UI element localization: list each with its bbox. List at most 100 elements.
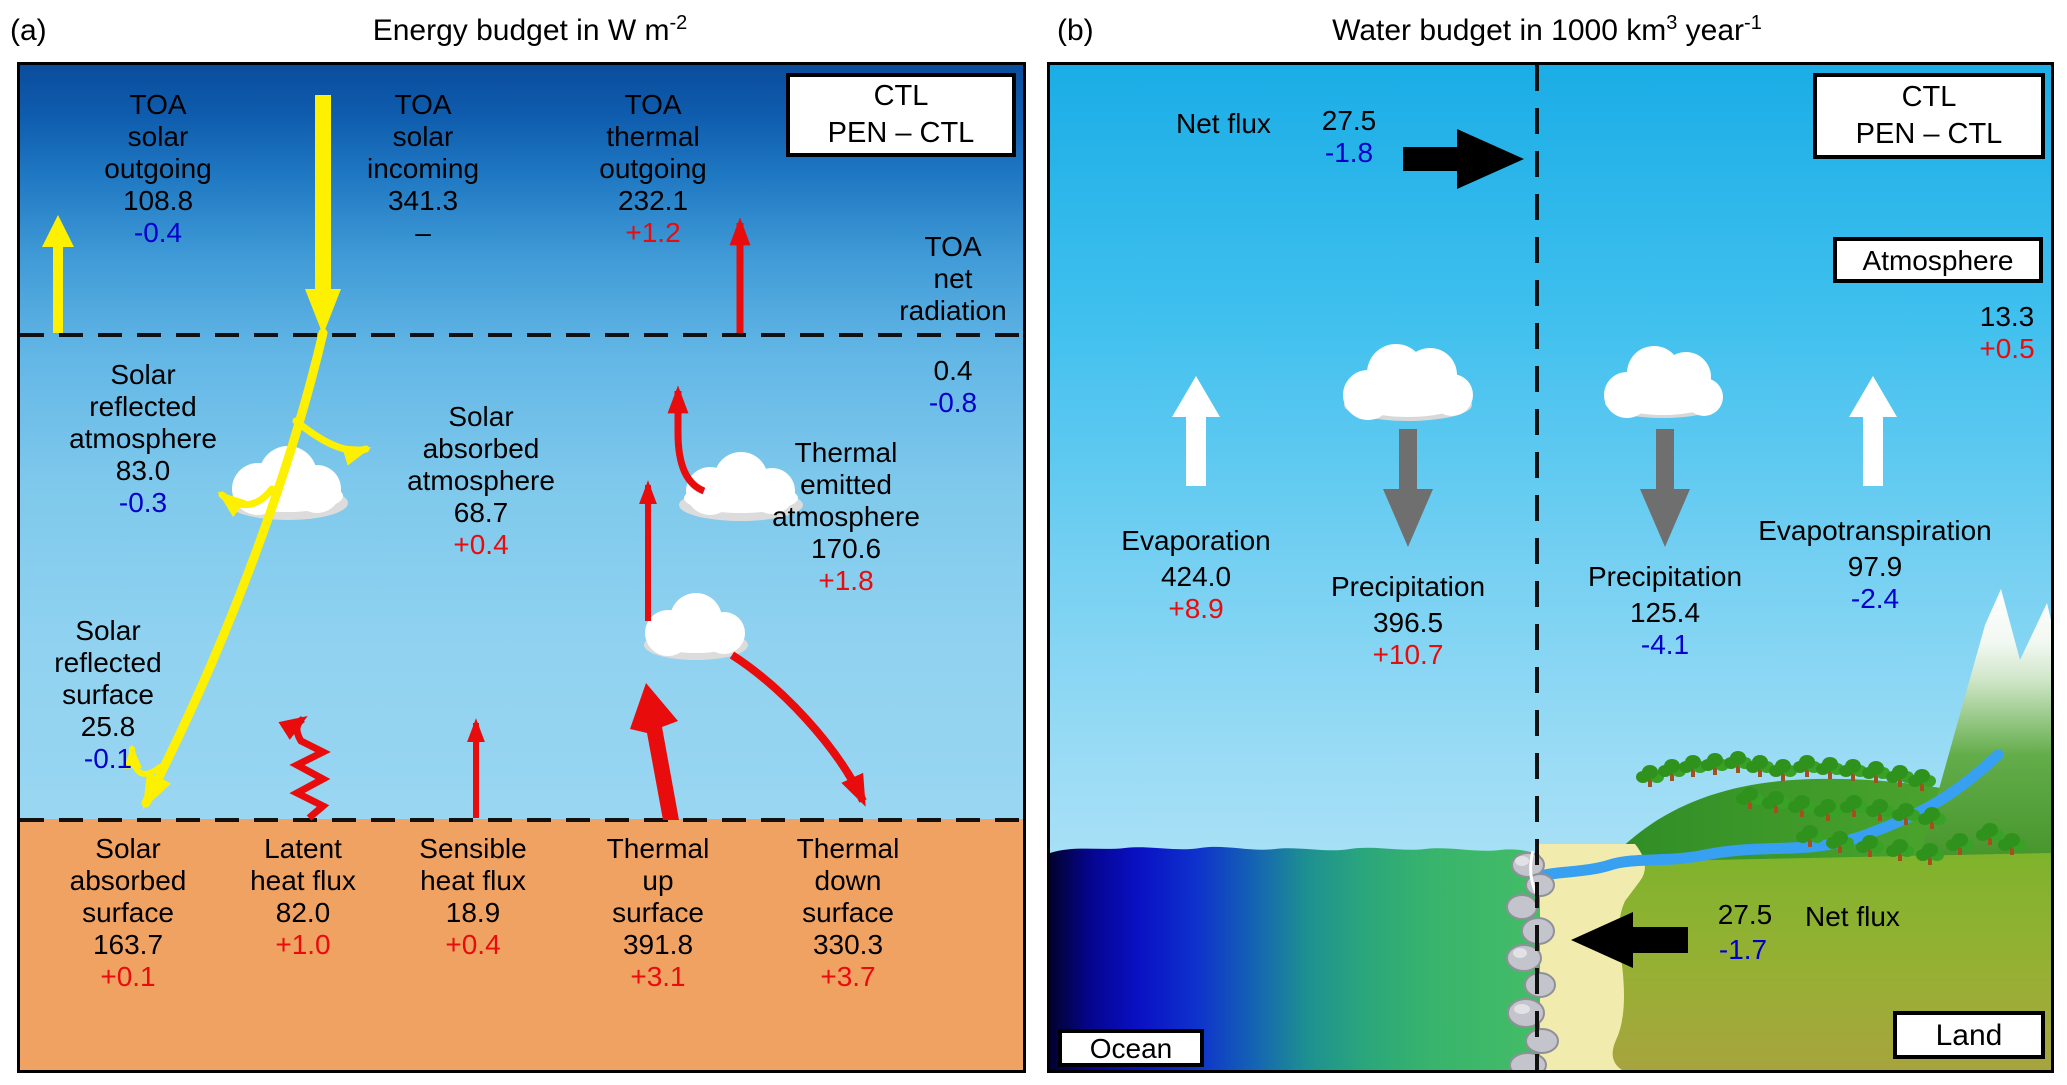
panel-b-title: Water budget in 1000 km3 year-1 <box>1332 12 1762 48</box>
flux-label-line: solar <box>392 121 454 152</box>
solar-reflected-cloud-arrow-icon <box>217 485 276 518</box>
precipitation-ocean: Precipitation 396.5 +10.7 <box>1331 571 1485 671</box>
flux-label-line: outgoing <box>104 153 212 184</box>
solar-absorbed-branch-arrow-icon <box>292 417 372 466</box>
flux-delta: +3.7 <box>820 961 876 992</box>
flux-label-line: surface <box>82 897 174 928</box>
flux-label-line: atmosphere <box>407 465 555 496</box>
panel-b-title-sup2: -1 <box>1744 12 1762 34</box>
flux-delta: +0.1 <box>100 961 156 992</box>
flux-label-line: emitted <box>800 469 892 500</box>
land-box: Land <box>1893 1011 2045 1059</box>
flux-value: 424.0 <box>1160 561 1232 592</box>
toa-solar-outgoing: TOA solar outgoing 108.8 -0.4 <box>104 89 211 249</box>
flux-label-line: Solar <box>95 833 161 864</box>
panel-a-title: Energy budget in W m-2 <box>373 12 688 48</box>
flux-label-line: heat flux <box>250 865 356 896</box>
toa-thermal-outgoing: TOA thermal outgoing 232.1 +1.2 <box>599 89 706 249</box>
thermal-emitted-arrow-icon <box>667 385 706 495</box>
evapotranspiration: Evapotranspiration 97.9 -2.4 <box>1758 515 1991 615</box>
legend-box: CTL PEN – CTL <box>786 73 1016 157</box>
flux-delta: +1.8 <box>818 565 874 596</box>
flux-value: 232.1 <box>617 185 689 216</box>
flux-value: 330.3 <box>812 929 884 960</box>
flux-value: 27.5 <box>1321 105 1377 136</box>
legend-ctl: CTL <box>873 80 929 112</box>
thermal-up-surface: Thermal up surface 391.8 +3.1 <box>607 833 710 993</box>
flux-delta: -0.8 <box>928 387 978 418</box>
toa-net-radiation-label: TOA net radiation <box>899 231 1006 327</box>
flux-delta: +0.5 <box>1979 333 2035 364</box>
flux-label-line: absorbed <box>422 433 540 464</box>
flux-label-line: TOA <box>624 89 682 120</box>
precipitation-land: Precipitation 125.4 -4.1 <box>1588 561 1742 661</box>
flux-label-line: TOA <box>394 89 452 120</box>
flux-label-line: Evaporation <box>1121 525 1271 556</box>
legend-ctl: CTL <box>1901 81 1957 113</box>
solar-reflected-surface-arrow-icon <box>124 744 163 777</box>
evaporation: Evaporation 424.0 +8.9 <box>1121 525 1270 625</box>
flux-label-line: TOA <box>129 89 187 120</box>
net-flux-top-label: Net flux <box>1176 108 1271 139</box>
flux-value: 97.9 <box>1847 551 1903 582</box>
flux-delta: +10.7 <box>1372 639 1444 670</box>
water-budget-graphic <box>1050 65 2051 1070</box>
flux-delta: -2.4 <box>1850 583 1900 614</box>
beach-sand <box>1536 844 1645 1070</box>
coast-rocks <box>1506 852 1559 1070</box>
flux-value: 170.6 <box>810 533 882 564</box>
flux-label-line: surface <box>612 897 704 928</box>
energy-budget-graphic <box>20 65 1023 1070</box>
panel-b-tag: (b) <box>1057 14 1094 47</box>
flux-label-line: incoming <box>366 153 480 184</box>
flux-delta: -0.4 <box>133 217 183 248</box>
flux-label-line: surface <box>62 679 154 710</box>
flux-label-line: radiation <box>899 295 1007 326</box>
flux-value: 396.5 <box>1372 607 1444 638</box>
flux-value: 125.4 <box>1629 597 1701 628</box>
flux-label-line: Evapotranspiration <box>1758 515 1992 546</box>
flux-label-line: Thermal <box>606 833 710 864</box>
flux-value: 0.4 <box>933 355 973 386</box>
net-flux-bottom-delta: -1.7 <box>1718 934 1768 965</box>
flux-label-line: Sensible <box>419 833 527 864</box>
panel-b-title-text1: Water budget in 1000 km <box>1332 14 1667 47</box>
flux-delta: +0.4 <box>453 529 509 560</box>
atmosphere-storage-values: 13.3 +0.5 <box>1979 301 2034 365</box>
flux-label-line: surface <box>802 897 894 928</box>
flux-value: 391.8 <box>622 929 694 960</box>
flux-value: 82.0 <box>275 897 331 928</box>
net-flux-top-values: 27.5 -1.8 <box>1322 105 1377 169</box>
solar-reflected-atmosphere: Solar reflected atmosphere 83.0 -0.3 <box>69 359 217 519</box>
solar-reflected-surface: Solar reflected surface 25.8 -0.1 <box>54 615 161 775</box>
flux-delta: +1.0 <box>275 929 331 960</box>
net-flux-atmosphere-arrow-icon <box>1403 129 1524 189</box>
flux-label-line: Solar <box>110 359 176 390</box>
flux-value: 13.3 <box>1979 301 2035 332</box>
solar-absorbed-atmosphere: Solar absorbed atmosphere 68.7 +0.4 <box>407 401 555 561</box>
latent-heat-flux: Latent heat flux 82.0 +1.0 <box>250 833 356 961</box>
flux-delta: – <box>415 217 431 248</box>
precipitation-land-arrow-icon <box>1640 429 1690 547</box>
flux-label-line: atmosphere <box>772 501 920 532</box>
panel-a-title-text: Energy budget in W m <box>372 14 670 47</box>
flux-delta: -4.1 <box>1640 629 1690 660</box>
thermal-emitted-atmosphere: Thermal emitted atmosphere 170.6 +1.8 <box>772 437 920 597</box>
energy-budget-panel: CTL PEN – CTL TOA solar outgoing 108.8 -… <box>17 62 1026 1073</box>
flux-value: 18.9 <box>445 897 501 928</box>
flux-label-line: Solar <box>448 401 514 432</box>
solar-incoming-arrow-icon <box>305 95 341 335</box>
legend-pen-ctl: PEN – CTL <box>827 117 975 149</box>
toa-net-radiation-values: 0.4 -0.8 <box>929 355 977 419</box>
thermal-up-surface-arrow-icon <box>630 683 679 820</box>
ocean-label: Ocean <box>1089 1032 1173 1064</box>
surf-foam <box>1529 850 1538 894</box>
flux-value: 83.0 <box>115 455 171 486</box>
toa-solar-incoming: TOA solar incoming 341.3 – <box>367 89 479 249</box>
flux-value: 68.7 <box>453 497 509 528</box>
sensible-heat-flux: Sensible heat flux 18.9 +0.4 <box>419 833 526 961</box>
thermal-down-surface: Thermal down surface 330.3 +3.7 <box>797 833 900 993</box>
flux-label-line: heat flux <box>420 865 526 896</box>
flux-label-line: Precipitation <box>1330 571 1486 602</box>
